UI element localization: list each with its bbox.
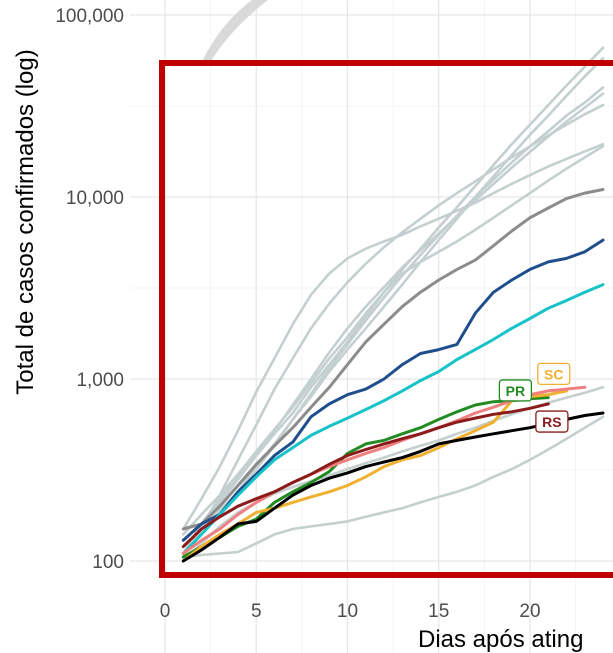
x-tick-label: 20 <box>519 601 540 622</box>
series-label-tag: RS <box>535 410 569 433</box>
x-axis-title: Dias após ating <box>418 626 583 653</box>
swoosh-shape <box>200 0 268 66</box>
axis-ticks: 100 1,000 10,000 100,000 0 5 10 15 20 <box>55 6 540 622</box>
series-line <box>181 188 605 531</box>
x-tick-label: 5 <box>251 601 262 622</box>
y-tick-label: 100 <box>92 552 124 573</box>
y-tick-label: 100,000 <box>55 6 124 27</box>
series-line <box>181 238 605 542</box>
series-label-text: PR <box>506 383 525 399</box>
x-tick-label: 15 <box>428 601 449 622</box>
series-line <box>181 389 568 563</box>
series-line <box>182 56 605 548</box>
decorative-swoosh <box>200 0 268 66</box>
series-line <box>182 86 605 555</box>
series-labels: PR SC RS <box>498 362 571 433</box>
y-axis-title: Total de casos confirmados (log) <box>12 49 39 395</box>
series-line <box>181 402 550 549</box>
series-label-text: RS <box>542 414 561 430</box>
series-label-tag: PR <box>498 379 533 402</box>
x-tick-label: 10 <box>337 601 358 622</box>
x-tick-label: 0 <box>160 601 171 622</box>
series-line <box>181 411 605 563</box>
series-line <box>181 283 605 555</box>
series-label-box <box>535 410 569 433</box>
series-line <box>182 46 605 536</box>
series-label-box <box>537 362 571 386</box>
series-label-tag: SC <box>537 362 571 386</box>
highlight-box <box>159 60 613 578</box>
series-lines <box>181 46 605 563</box>
y-tick-label: 10,000 <box>66 188 124 209</box>
series-line <box>182 145 605 555</box>
series-label-text: SC <box>544 366 563 382</box>
y-tick-label: 1,000 <box>76 370 124 391</box>
series-label-box <box>498 379 533 402</box>
series-line <box>182 415 605 559</box>
